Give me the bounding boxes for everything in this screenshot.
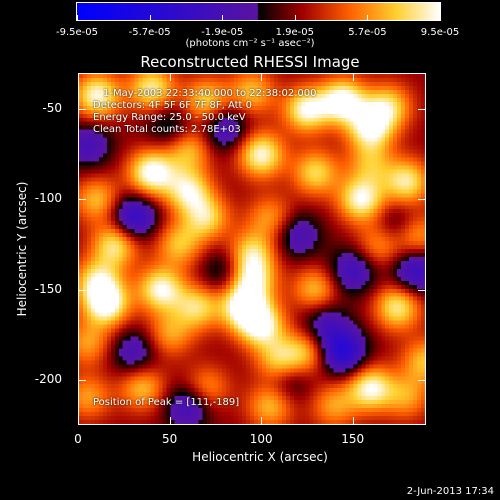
colorbar-tick-label: 9.5e-05: [420, 27, 460, 38]
annotation-detectors: Detectors: 4F 5F 6F 7F 8F, Att 0: [93, 100, 253, 111]
x-tick-mark: [352, 73, 354, 81]
y-tick-mark: [78, 289, 86, 291]
x-tick-mark: [78, 417, 79, 425]
x-tick-mark: [261, 73, 263, 81]
plot-area: 1-May-2003 22:33:40.000 to 22:38:02.000 …: [78, 73, 426, 425]
x-tick-mark: [169, 417, 171, 425]
colorbar-units: (photons cm⁻² s⁻¹ asec⁻²): [185, 38, 315, 49]
x-tick-mark: [261, 417, 263, 425]
colorbar-tick-label: -5.7e-05: [128, 27, 171, 38]
colorbar-tick-label: 5.7e-05: [348, 27, 387, 38]
annotation-method: Clean Total counts: 2.78E+03: [93, 124, 241, 135]
colorbar-tick-mark: [222, 15, 224, 21]
x-tick-mark: [169, 73, 171, 81]
x-tick-label: 150: [341, 432, 365, 446]
colorbar-tick-label: -9.5e-05: [56, 27, 98, 38]
colorbar: [76, 2, 441, 21]
y-tick-mark: [78, 109, 86, 111]
y-axis-label: Heliocentric Y (arcsec): [15, 181, 29, 317]
y-tick-mark: [78, 199, 86, 201]
annotation-peak: Position of Peak = [111,-189]: [93, 397, 240, 408]
colorbar-tick-mark: [294, 15, 296, 21]
annotation-time-range: 1-May-2003 22:33:40.000 to 22:38:02.000: [103, 88, 317, 99]
x-tick-label: 100: [249, 432, 273, 446]
y-tick-mark: [418, 379, 426, 381]
y-tick-mark: [418, 109, 426, 111]
chart-title: Reconstructed RHESSI Image: [140, 53, 360, 71]
colorbar-tick-mark: [367, 15, 369, 21]
timestamp: 2-Jun-2013 17:34: [406, 486, 494, 497]
colorbar-tick-mark: [77, 15, 78, 21]
y-tick-mark: [418, 289, 426, 291]
y-tick-label: -50: [42, 101, 62, 116]
x-tick-mark: [78, 73, 79, 81]
heatmap-image: [79, 74, 425, 424]
colorbar-tick-mark: [440, 15, 441, 21]
x-tick-label: 50: [161, 432, 178, 446]
x-tick-label: 0: [74, 432, 82, 446]
y-tick-mark: [78, 379, 86, 381]
y-tick-label: -150: [34, 281, 62, 296]
x-tick-mark: [352, 417, 354, 425]
y-tick-label: -100: [34, 191, 62, 206]
y-tick-mark: [418, 199, 426, 201]
colorbar-tick-label: 1.9e-05: [275, 27, 314, 38]
x-axis-label: Heliocentric X (arcsec): [192, 450, 328, 464]
colorbar-tick-mark: [149, 15, 151, 21]
annotation-energy: Energy Range: 25.0 - 50.0 keV: [93, 112, 246, 123]
y-tick-label: -200: [34, 371, 62, 386]
colorbar-tick-label: -1.9e-05: [201, 27, 244, 38]
